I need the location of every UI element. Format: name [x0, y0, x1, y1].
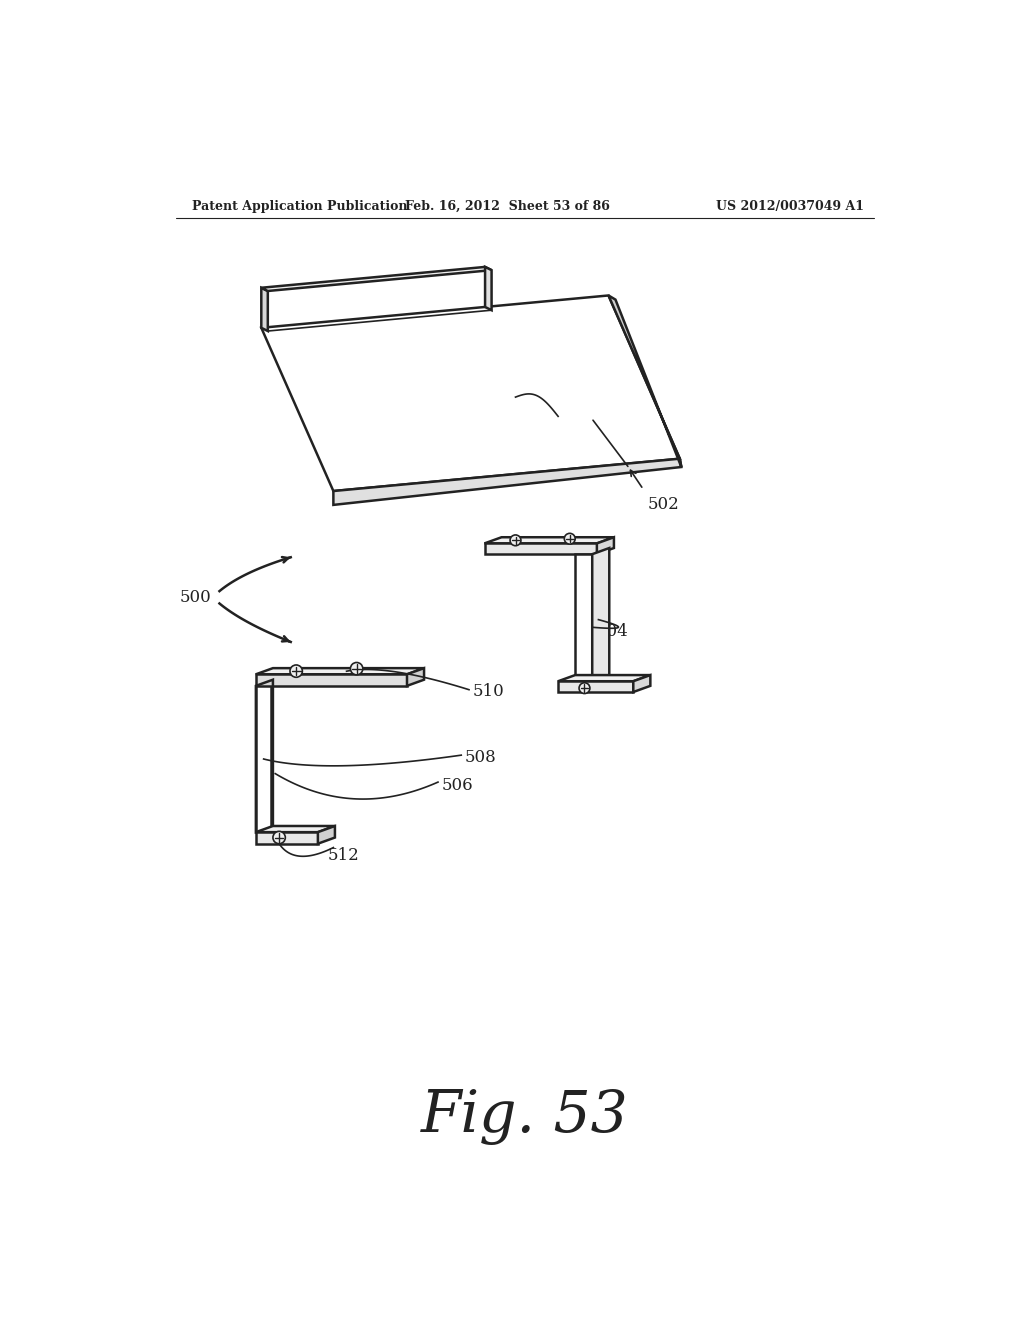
Polygon shape: [334, 459, 681, 506]
Circle shape: [350, 663, 362, 675]
Circle shape: [510, 535, 521, 545]
Polygon shape: [597, 537, 614, 554]
Text: 512: 512: [328, 846, 359, 863]
Polygon shape: [484, 544, 597, 554]
Polygon shape: [256, 675, 407, 686]
Text: Fig. 53: Fig. 53: [421, 1089, 629, 1146]
Polygon shape: [317, 826, 335, 843]
Circle shape: [290, 665, 302, 677]
Polygon shape: [261, 267, 492, 290]
Text: 510: 510: [473, 682, 505, 700]
Text: 504: 504: [597, 623, 629, 640]
Text: 508: 508: [465, 748, 497, 766]
Polygon shape: [256, 832, 317, 843]
Polygon shape: [633, 675, 650, 692]
Text: 502: 502: [647, 496, 679, 513]
Polygon shape: [256, 668, 424, 675]
Circle shape: [579, 682, 590, 693]
Text: US 2012/0037049 A1: US 2012/0037049 A1: [716, 199, 864, 213]
Text: Patent Application Publication: Patent Application Publication: [191, 199, 408, 213]
Polygon shape: [592, 548, 609, 681]
Circle shape: [564, 533, 575, 544]
Polygon shape: [256, 826, 335, 832]
Polygon shape: [407, 668, 424, 686]
Polygon shape: [261, 288, 268, 331]
Text: 506: 506: [442, 777, 473, 795]
Circle shape: [273, 832, 286, 843]
Polygon shape: [608, 296, 681, 467]
Text: Feb. 16, 2012  Sheet 53 of 86: Feb. 16, 2012 Sheet 53 of 86: [406, 199, 610, 213]
Polygon shape: [558, 681, 633, 692]
Polygon shape: [558, 675, 650, 681]
Polygon shape: [256, 680, 273, 832]
Polygon shape: [256, 686, 271, 832]
Polygon shape: [575, 554, 592, 681]
Text: 500: 500: [180, 589, 212, 606]
Polygon shape: [261, 296, 680, 491]
Polygon shape: [485, 267, 492, 310]
Polygon shape: [484, 537, 614, 544]
